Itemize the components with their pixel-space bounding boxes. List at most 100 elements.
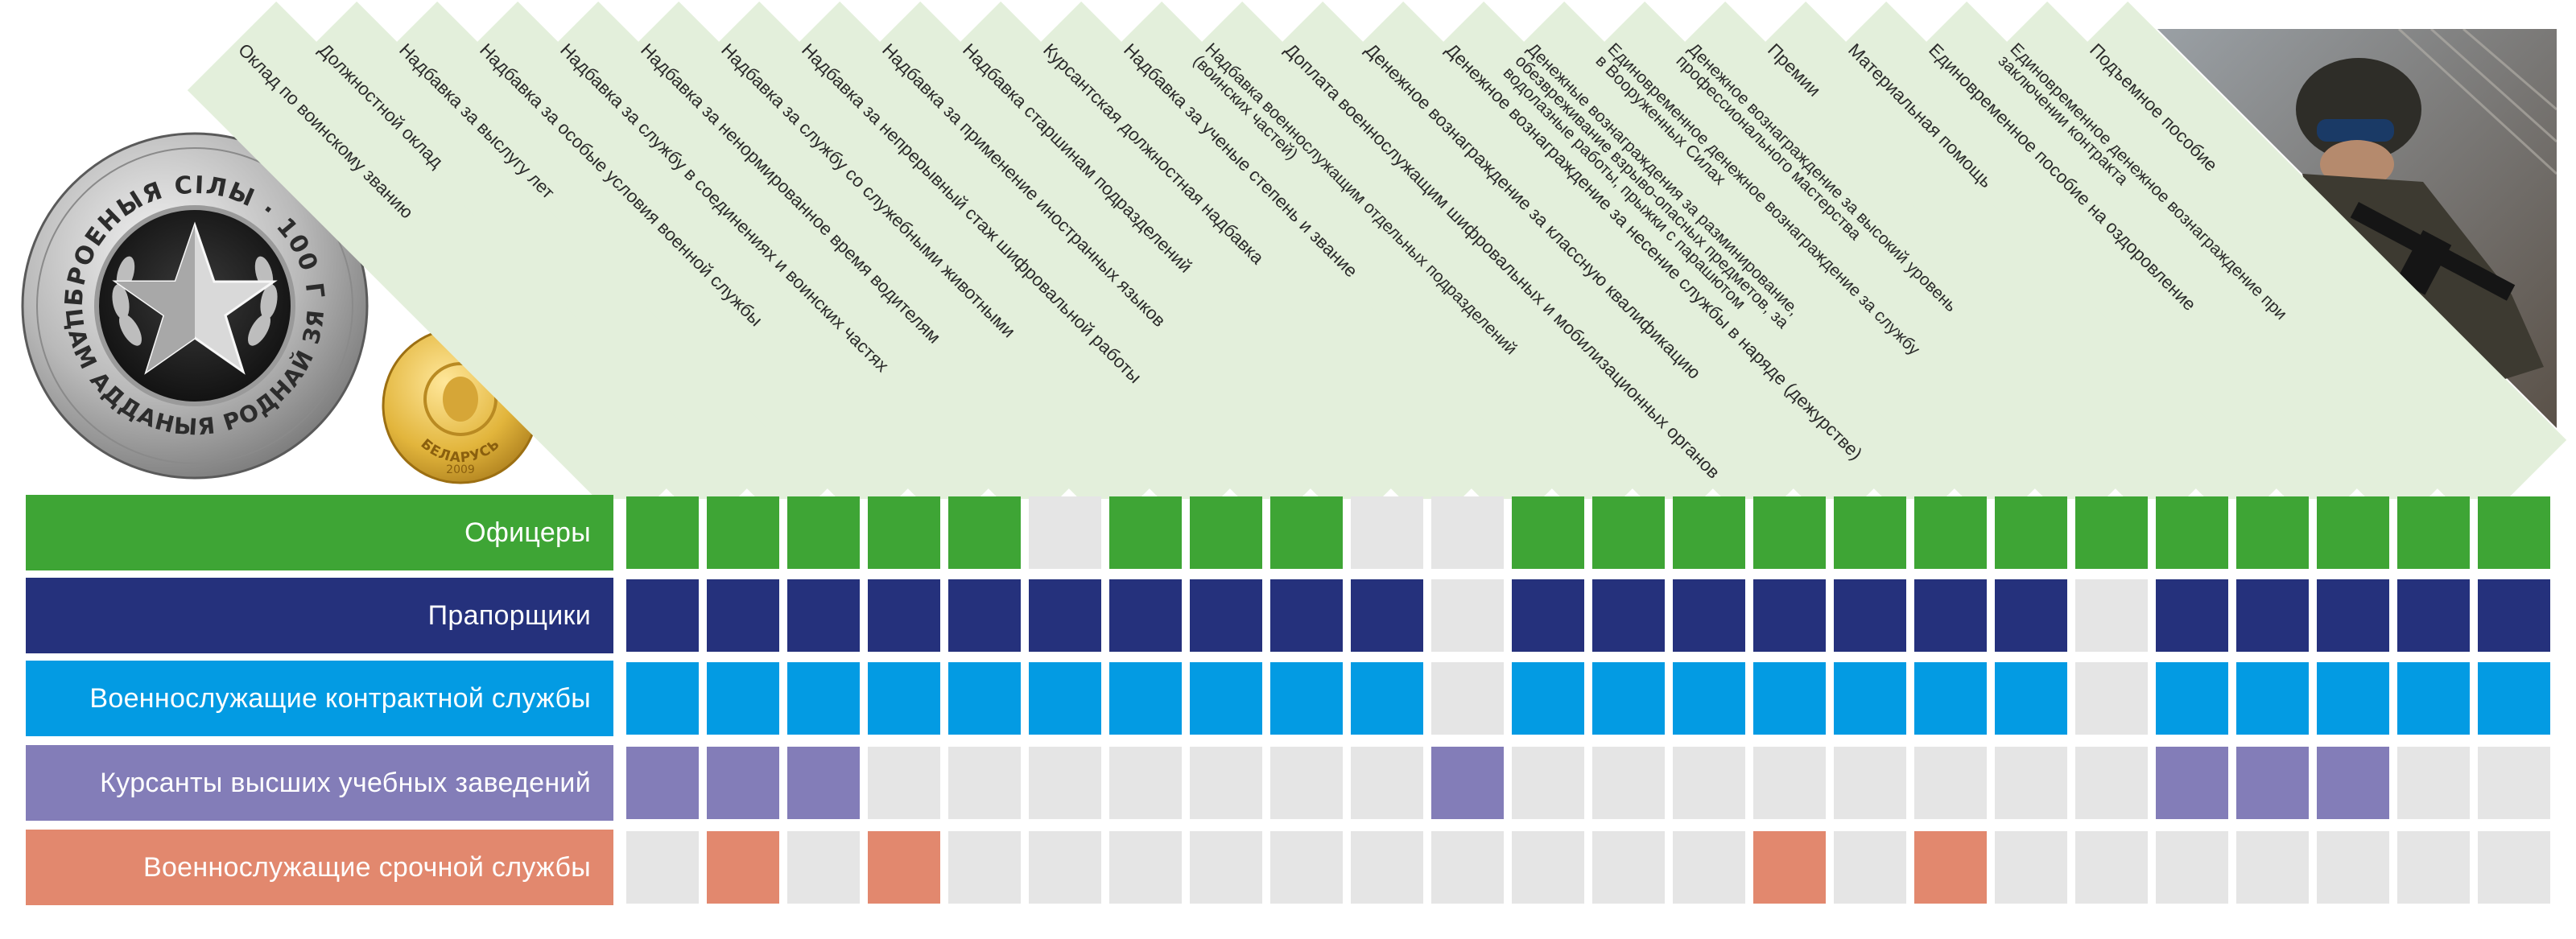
matrix-cell-empty [787,831,860,904]
matrix-cell-empty [1592,747,1665,819]
matrix-cell-empty [2397,747,2470,819]
matrix-cell-filled [1673,662,1745,735]
matrix-cell-filled [626,579,699,652]
matrix-cell-empty [1029,831,1101,904]
matrix-cell-filled [1995,579,2067,652]
matrix-cell-empty [948,747,1021,819]
matrix-cell-filled [787,662,860,735]
matrix-cell-filled [1109,662,1182,735]
matrix-cell-filled [2236,662,2309,735]
matrix-cell-filled [787,579,860,652]
matrix-cell-empty [2478,831,2550,904]
matrix-cell-filled [1673,579,1745,652]
matrix-cell-filled [868,831,940,904]
matrix-cell-filled [787,747,860,819]
row-label: Военнослужащие срочной службы [26,830,613,905]
matrix-cell-empty [1109,831,1182,904]
matrix-cell-filled [1512,496,1584,569]
matrix-cell-empty [1351,831,1423,904]
matrix-cell-empty [1592,831,1665,904]
matrix-cell-empty [2397,831,2470,904]
matrix-cell-filled [1995,662,2067,735]
matrix-cell-filled [2397,662,2470,735]
matrix-cell-filled [2478,496,2550,569]
matrix-cell-filled [1834,662,1906,735]
matrix-cell-filled [707,662,779,735]
matrix-cell-filled [1914,496,1987,569]
matrix-cell-filled [1270,496,1343,569]
matrix-cell-empty [1351,496,1423,569]
soldier-photo [2157,29,2557,428]
matrix-cell-empty [1431,662,1504,735]
row-label: Военнослужащие контрактной службы [26,661,613,736]
matrix-cell-filled [1673,496,1745,569]
matrix-cell-filled [2236,496,2309,569]
matrix-cell-empty [1270,747,1343,819]
matrix-cell-empty [1914,747,1987,819]
matrix-cell-filled [1029,662,1101,735]
matrix-cell-filled [707,831,779,904]
matrix-cell-empty [626,831,699,904]
commemorative-medal: УЗБРОЕНЫЯ СІЛЫ · 100 ГОД СЭРЦАМ АДДАНЫЯ … [18,129,369,480]
matrix-cell-empty [868,747,940,819]
matrix-cell-filled [1592,579,1665,652]
matrix-cell-filled [1834,579,1906,652]
matrix-cell-empty [1834,747,1906,819]
matrix-cell-empty [1029,747,1101,819]
matrix-cell-empty [948,831,1021,904]
matrix-cell-filled [868,496,940,569]
matrix-cell-filled [1753,662,1826,735]
matrix-cell-filled [2156,747,2228,819]
matrix-cell-filled [1995,496,2067,569]
matrix-cell-filled [1592,662,1665,735]
matrix-cell-empty [2156,831,2228,904]
matrix-cell-filled [2317,579,2389,652]
column-banner [2038,1,2567,499]
matrix-cell-filled [2397,496,2470,569]
matrix-cell-empty [1351,747,1423,819]
matrix-cell-empty [2478,747,2550,819]
matrix-cell-filled [707,747,779,819]
matrix-cell-filled [1109,496,1182,569]
matrix-cell-filled [1190,579,1262,652]
matrix-cell-filled [1753,831,1826,904]
matrix-cell-filled [2317,747,2389,819]
matrix-cell-filled [1190,662,1262,735]
matrix-cell-empty [1673,831,1745,904]
matrix-cell-filled [2317,496,2389,569]
matrix-cell-filled [2478,579,2550,652]
matrix-cell-filled [948,662,1021,735]
matrix-cell-empty [2075,831,2148,904]
matrix-cell-filled [948,496,1021,569]
matrix-cell-filled [1753,496,1826,569]
matrix-cell-filled [787,496,860,569]
matrix-cell-filled [1914,831,1987,904]
matrix-cell-filled [2317,662,2389,735]
matrix-cell-filled [1914,579,1987,652]
matrix-cell-filled [2156,662,2228,735]
matrix-cell-empty [2075,662,2148,735]
matrix-cell-filled [1190,496,1262,569]
matrix-cell-empty [2236,831,2309,904]
matrix-cell-filled [1512,579,1584,652]
matrix-cell-filled [1753,579,1826,652]
row-label: Прапорщики [26,578,613,653]
matrix-cell-filled [1270,662,1343,735]
matrix-cell-empty [1109,747,1182,819]
matrix-cell-filled [1351,662,1423,735]
matrix-cell-empty [1995,831,2067,904]
matrix-cell-filled [2156,496,2228,569]
matrix-cell-filled [948,579,1021,652]
matrix-cell-filled [2156,579,2228,652]
matrix-cell-filled [2478,662,2550,735]
matrix-cell-filled [626,496,699,569]
matrix-cell-empty [1190,747,1262,819]
matrix-cell-filled [1351,579,1423,652]
matrix-cell-filled [2236,579,2309,652]
matrix-cell-empty [1431,579,1504,652]
matrix-cell-filled [626,747,699,819]
matrix-cell-empty [1431,496,1504,569]
matrix-cell-filled [707,579,779,652]
matrix-cell-filled [1512,662,1584,735]
coin-year: 2009 [446,463,475,476]
